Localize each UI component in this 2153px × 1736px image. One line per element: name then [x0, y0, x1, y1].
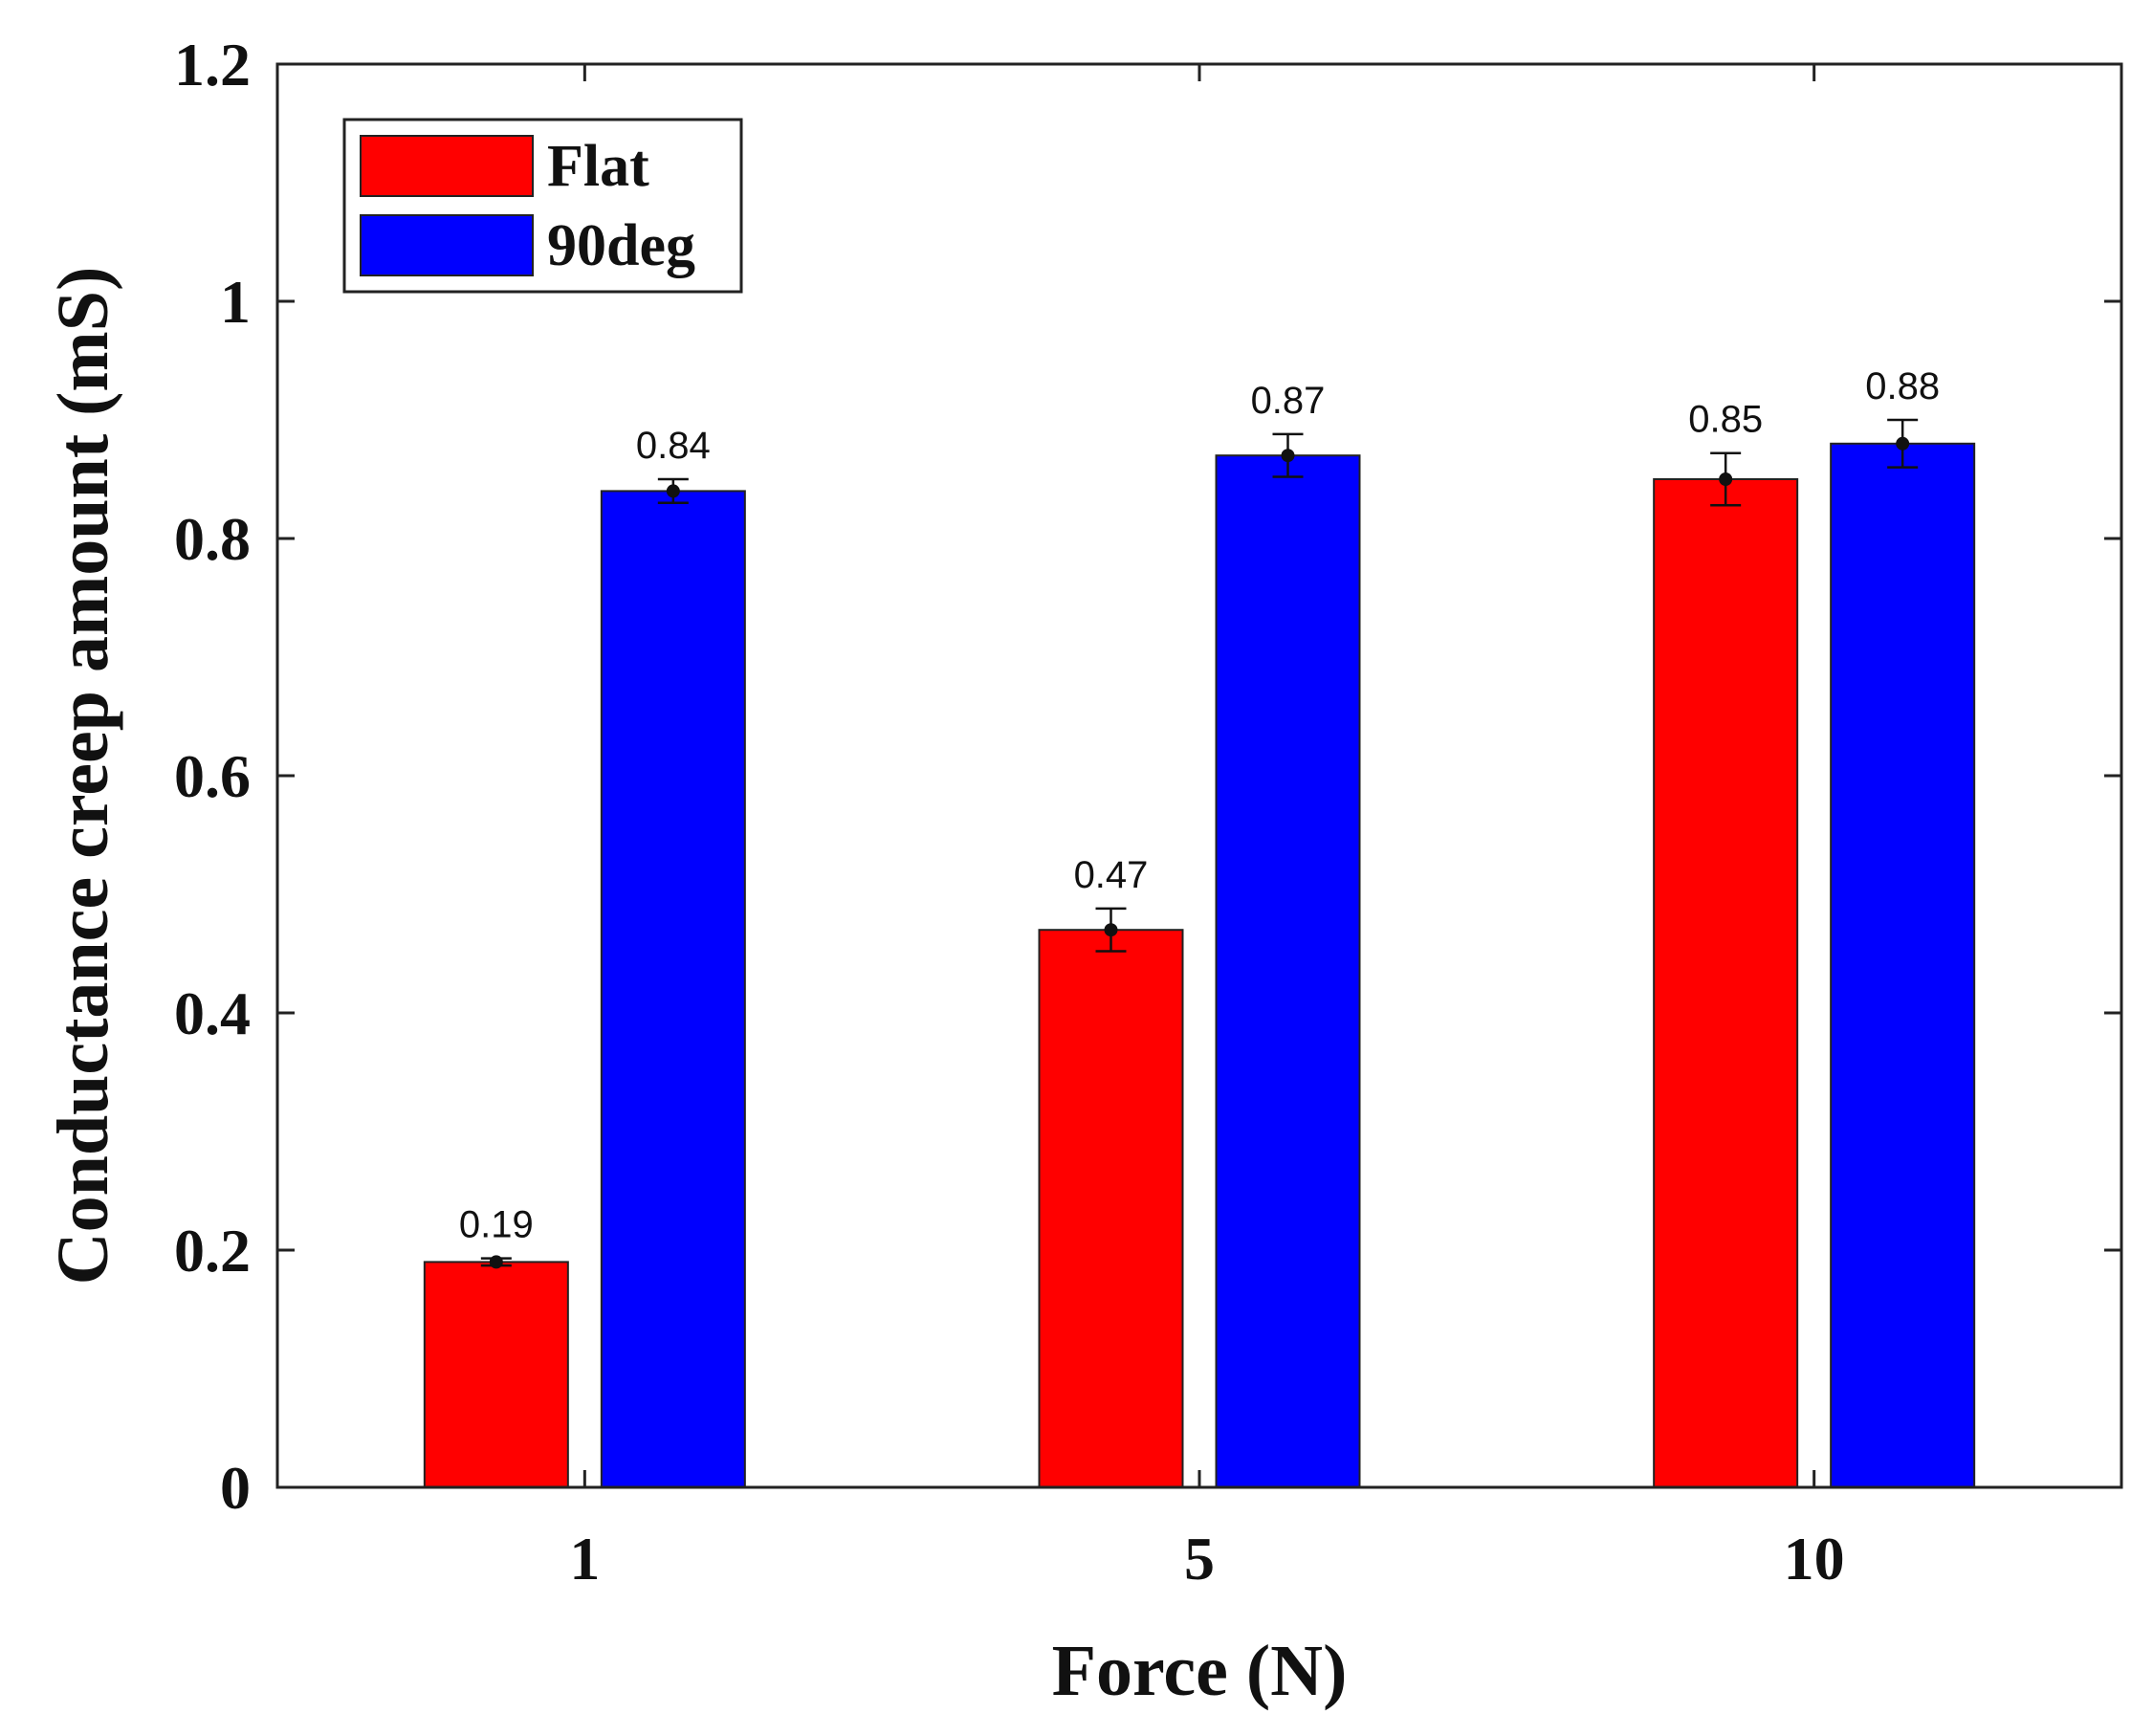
legend: Flat 90deg [342, 118, 743, 294]
y-tick-label: 1.2 [174, 31, 251, 99]
data-label: 0.19 [459, 1204, 534, 1246]
y-tick-label: 0.6 [174, 742, 251, 810]
bar [1830, 442, 1976, 1488]
data-label: 0.84 [636, 425, 711, 467]
data-label: 0.87 [1251, 380, 1326, 422]
bar [423, 1261, 569, 1489]
x-tick-label: 1 [569, 1525, 600, 1593]
y-tick-label: 0.8 [174, 505, 251, 573]
mean-marker [489, 1255, 503, 1269]
data-label: 0.88 [1865, 365, 1940, 407]
legend-swatch-90deg [360, 214, 534, 276]
y-axis-label: Conductance creep amount (mS) [43, 267, 123, 1286]
mean-marker [1896, 436, 1910, 450]
plot-area: 0.19 0.47 0.85 0.84 0.87 0.88 [423, 365, 1976, 1489]
y-tick-label: 0 [220, 1454, 251, 1522]
y-tick-label: 1 [220, 268, 251, 336]
y-tick-label: 0.2 [174, 1217, 251, 1285]
x-tick-label: 10 [1784, 1525, 1845, 1593]
legend-label-flat: Flat [547, 134, 649, 199]
mean-marker [666, 484, 680, 498]
y-axis: 0 0.2 0.4 0.6 0.8 1 1.2 [174, 31, 2121, 1522]
bar [1215, 454, 1361, 1489]
x-axis-label: Force (N) [1052, 1631, 1348, 1711]
mean-marker [1104, 923, 1118, 937]
y-tick-label: 0.4 [174, 979, 251, 1047]
data-label: 0.47 [1074, 854, 1149, 896]
mean-marker [1281, 449, 1295, 463]
bar [1653, 478, 1799, 1488]
mean-marker [1719, 472, 1733, 486]
x-tick-label: 5 [1184, 1525, 1215, 1593]
data-label: 0.85 [1688, 399, 1763, 441]
bar [1038, 929, 1184, 1488]
bar [600, 490, 746, 1488]
legend-swatch-flat [360, 135, 534, 197]
x-axis: 1 5 10 [569, 64, 1845, 1593]
legend-label-90deg: 90deg [547, 213, 695, 278]
